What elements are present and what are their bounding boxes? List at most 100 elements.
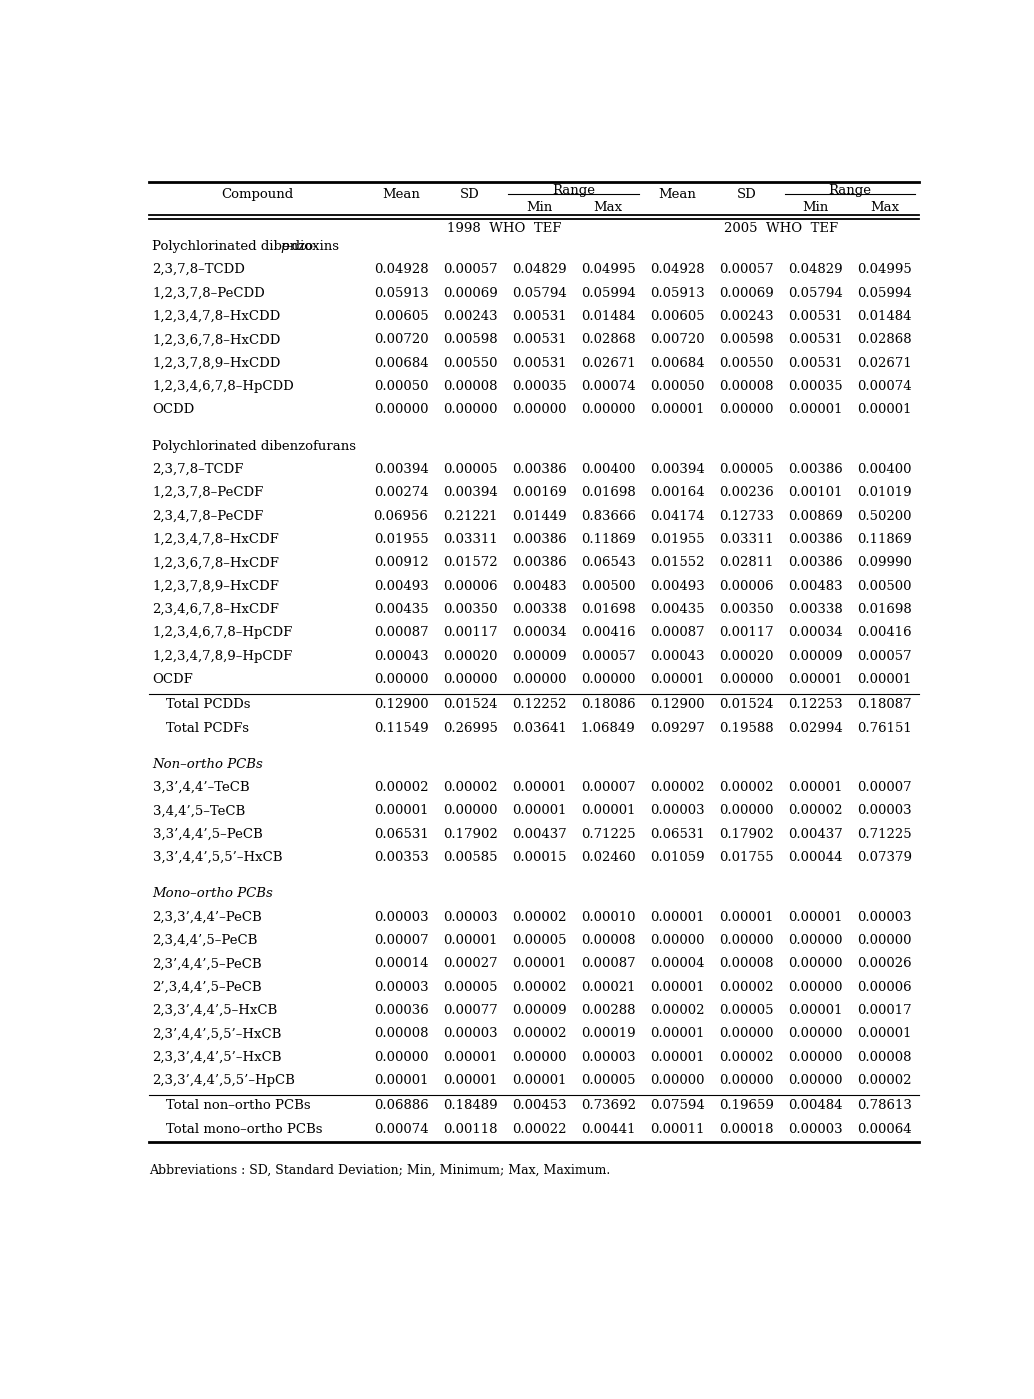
Text: 2,3’,4,4’,5,5’–HxCB: 2,3’,4,4’,5,5’–HxCB: [152, 1027, 282, 1041]
Text: 0.01698: 0.01698: [581, 487, 636, 499]
Text: 0.00005: 0.00005: [512, 935, 567, 947]
Text: 0.18087: 0.18087: [857, 698, 912, 711]
Text: 0.00598: 0.00598: [443, 333, 497, 347]
Text: 0.04174: 0.04174: [650, 509, 704, 523]
Text: Min: Min: [802, 201, 828, 214]
Text: 0.00069: 0.00069: [443, 287, 497, 299]
Text: 0.04928: 0.04928: [650, 263, 704, 276]
Text: Total mono–ortho PCBs: Total mono–ortho PCBs: [165, 1123, 323, 1136]
Text: 0.00000: 0.00000: [512, 403, 567, 417]
Text: 0.07594: 0.07594: [650, 1100, 704, 1112]
Text: 0.00000: 0.00000: [512, 1051, 567, 1063]
Text: 0.00400: 0.00400: [581, 463, 636, 476]
Text: 0.00169: 0.00169: [512, 487, 567, 499]
Text: 0.00001: 0.00001: [857, 673, 912, 686]
Text: 0.00001: 0.00001: [650, 911, 704, 923]
Text: 0.00400: 0.00400: [857, 463, 912, 476]
Text: 0.00057: 0.00057: [719, 263, 773, 276]
Text: Total PCDDs: Total PCDDs: [165, 698, 250, 711]
Text: 0.00531: 0.00531: [512, 311, 567, 323]
Text: 1,2,3,4,7,8–HxCDD: 1,2,3,4,7,8–HxCDD: [152, 311, 281, 323]
Text: 0.04829: 0.04829: [788, 263, 843, 276]
Text: 0.00236: 0.00236: [719, 487, 773, 499]
Text: 0.00394: 0.00394: [373, 463, 428, 476]
Text: 0.12733: 0.12733: [719, 509, 773, 523]
Text: 0.00001: 0.00001: [719, 911, 773, 923]
Text: 0.00005: 0.00005: [581, 1074, 636, 1087]
Text: 0.26995: 0.26995: [443, 722, 497, 734]
Text: 0.00001: 0.00001: [512, 957, 567, 971]
Text: 0.00077: 0.00077: [443, 1004, 497, 1017]
Text: 0.00069: 0.00069: [719, 287, 773, 299]
Text: 0.00001: 0.00001: [650, 1027, 704, 1041]
Text: 0.00001: 0.00001: [373, 804, 428, 817]
Text: 0.11549: 0.11549: [373, 722, 428, 734]
Text: 0.00001: 0.00001: [788, 911, 843, 923]
Text: 0.00002: 0.00002: [512, 911, 567, 923]
Text: 0.00605: 0.00605: [650, 311, 704, 323]
Text: 0.06531: 0.06531: [373, 828, 428, 841]
Text: 0.00000: 0.00000: [581, 673, 636, 686]
Text: 1998  WHO  TEF: 1998 WHO TEF: [448, 222, 561, 235]
Text: 0.00036: 0.00036: [373, 1004, 428, 1017]
Text: 0.00000: 0.00000: [719, 935, 773, 947]
Text: 0.00118: 0.00118: [443, 1123, 497, 1136]
Text: 0.00002: 0.00002: [443, 781, 497, 795]
Text: 0.00002: 0.00002: [650, 1004, 704, 1017]
Text: 1,2,3,4,6,7,8–HpCDD: 1,2,3,4,6,7,8–HpCDD: [152, 381, 295, 393]
Text: 0.00394: 0.00394: [443, 487, 497, 499]
Text: 0.19659: 0.19659: [719, 1100, 773, 1112]
Text: 0.00386: 0.00386: [788, 533, 843, 546]
Text: 0.00003: 0.00003: [650, 804, 704, 817]
Text: 0.05994: 0.05994: [581, 287, 636, 299]
Text: 0.00005: 0.00005: [443, 463, 497, 476]
Text: 2,3,3’,4,4’,5,5’–HpCB: 2,3,3’,4,4’,5,5’–HpCB: [152, 1074, 296, 1087]
Text: 0.00000: 0.00000: [719, 804, 773, 817]
Text: 0.00074: 0.00074: [373, 1123, 428, 1136]
Text: 0.05913: 0.05913: [373, 287, 428, 299]
Text: 0.50200: 0.50200: [857, 509, 912, 523]
Text: 0.00050: 0.00050: [650, 381, 704, 393]
Text: Mean: Mean: [659, 187, 696, 201]
Text: 0.17902: 0.17902: [719, 828, 773, 841]
Text: 0.00011: 0.00011: [650, 1123, 704, 1136]
Text: Max: Max: [870, 201, 899, 214]
Text: 0.00035: 0.00035: [788, 381, 843, 393]
Text: 0.83666: 0.83666: [581, 509, 636, 523]
Text: 0.00000: 0.00000: [719, 403, 773, 417]
Text: 0.00500: 0.00500: [857, 579, 912, 593]
Text: 0.00001: 0.00001: [857, 403, 912, 417]
Text: 0.12253: 0.12253: [788, 698, 843, 711]
Text: 0.73692: 0.73692: [581, 1100, 636, 1112]
Text: 0.00000: 0.00000: [650, 935, 704, 947]
Text: 0.00001: 0.00001: [443, 1051, 497, 1063]
Text: 0.00002: 0.00002: [857, 1074, 912, 1087]
Text: 0.02994: 0.02994: [788, 722, 843, 734]
Text: 0.00288: 0.00288: [581, 1004, 636, 1017]
Text: 0.78613: 0.78613: [857, 1100, 912, 1112]
Text: 0.01484: 0.01484: [581, 311, 636, 323]
Text: 0.02671: 0.02671: [857, 357, 912, 369]
Text: 0.00493: 0.00493: [650, 579, 704, 593]
Text: 0.00437: 0.00437: [512, 828, 567, 841]
Text: 0.00000: 0.00000: [373, 673, 428, 686]
Text: 0.00117: 0.00117: [719, 627, 773, 639]
Text: 0.00000: 0.00000: [719, 1027, 773, 1041]
Text: 0.00101: 0.00101: [788, 487, 843, 499]
Text: 0.00009: 0.00009: [788, 649, 843, 663]
Text: 0.00720: 0.00720: [650, 333, 704, 347]
Text: 0.00000: 0.00000: [719, 1074, 773, 1087]
Text: 0.00416: 0.00416: [857, 627, 912, 639]
Text: 0.06886: 0.06886: [373, 1100, 428, 1112]
Text: 0.00001: 0.00001: [443, 935, 497, 947]
Text: 3,4,4’,5–TeCB: 3,4,4’,5–TeCB: [152, 804, 245, 817]
Text: 0.00003: 0.00003: [373, 911, 428, 923]
Text: 0.00006: 0.00006: [857, 981, 912, 993]
Text: 0.00000: 0.00000: [443, 804, 497, 817]
Text: 0.06543: 0.06543: [581, 557, 636, 569]
Text: 0.00453: 0.00453: [512, 1100, 567, 1112]
Text: 0.00531: 0.00531: [512, 333, 567, 347]
Text: 0.00007: 0.00007: [857, 781, 912, 795]
Text: 0.11869: 0.11869: [857, 533, 912, 546]
Text: 0.76151: 0.76151: [857, 722, 912, 734]
